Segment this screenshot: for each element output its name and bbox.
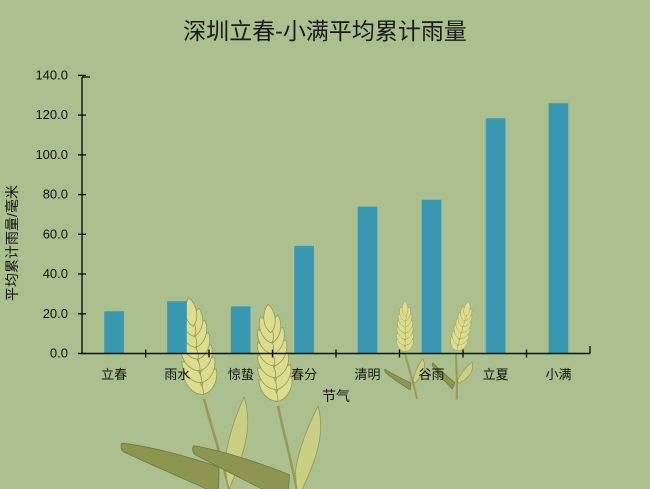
svg-text:120.0: 120.0 bbox=[35, 107, 68, 122]
svg-text:春分: 春分 bbox=[291, 367, 317, 382]
svg-text:80.0: 80.0 bbox=[43, 187, 68, 202]
svg-text:立春: 立春 bbox=[101, 367, 127, 382]
svg-text:立夏: 立夏 bbox=[483, 367, 509, 382]
svg-text:清明: 清明 bbox=[354, 367, 380, 382]
svg-text:惊蛰: 惊蛰 bbox=[228, 367, 254, 382]
svg-text:小满: 小满 bbox=[545, 367, 571, 382]
svg-text:40.0: 40.0 bbox=[43, 266, 68, 281]
svg-text:雨水: 雨水 bbox=[164, 367, 190, 382]
svg-text:节气: 节气 bbox=[322, 388, 350, 404]
svg-text:平均累计雨量/毫米: 平均累计雨量/毫米 bbox=[4, 185, 20, 301]
svg-text:60.0: 60.0 bbox=[43, 226, 68, 241]
svg-text:100.0: 100.0 bbox=[35, 147, 68, 162]
svg-text:谷雨: 谷雨 bbox=[418, 367, 444, 382]
svg-text:140.0: 140.0 bbox=[35, 67, 68, 82]
svg-text:20.0: 20.0 bbox=[43, 306, 68, 321]
svg-text:0.0: 0.0 bbox=[50, 346, 68, 361]
